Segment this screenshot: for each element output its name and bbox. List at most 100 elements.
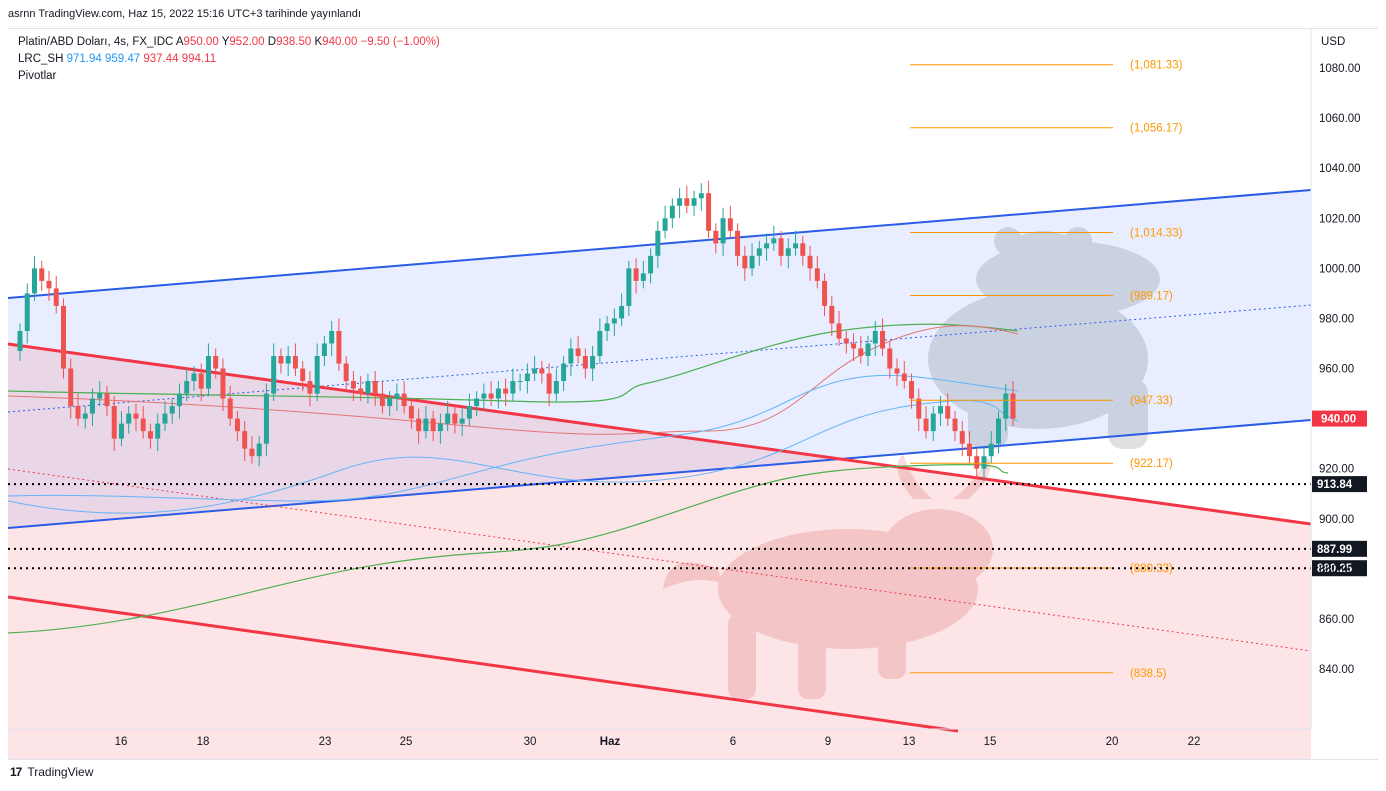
candle[interactable] [227, 386, 233, 427]
candle[interactable] [336, 318, 342, 372]
candle[interactable] [162, 401, 168, 432]
candle[interactable] [539, 361, 545, 384]
candle[interactable] [278, 348, 284, 374]
legend-pivot-name[interactable]: Pivotlar [18, 70, 57, 82]
candle[interactable] [568, 338, 574, 377]
candle[interactable] [626, 260, 632, 316]
candle[interactable] [800, 235, 806, 266]
candle[interactable] [749, 243, 755, 276]
candle[interactable] [793, 230, 799, 256]
candle[interactable] [452, 406, 458, 434]
candle[interactable] [307, 371, 313, 407]
candle[interactable] [104, 386, 110, 417]
tradingview-logo-icon[interactable]: 17 [10, 765, 22, 779]
candle[interactable] [126, 406, 132, 434]
candle[interactable] [401, 381, 407, 414]
candle[interactable] [394, 383, 400, 412]
footer-brand[interactable]: TradingView [27, 765, 94, 779]
candle[interactable] [880, 318, 886, 356]
candle[interactable] [31, 255, 37, 301]
candle[interactable] [68, 358, 74, 419]
candle[interactable] [437, 413, 443, 444]
price-chart[interactable]: (1,106.5)(1,081.33)(1,056.17)(1,014.33)(… [8, 29, 1378, 759]
candle[interactable] [858, 335, 864, 364]
candle[interactable] [756, 240, 762, 266]
candle[interactable] [604, 315, 610, 341]
candle[interactable] [220, 358, 226, 412]
candle[interactable] [945, 393, 951, 427]
candle[interactable] [655, 220, 661, 269]
candle[interactable] [358, 376, 364, 402]
candle[interactable] [952, 411, 958, 442]
candle[interactable] [923, 406, 929, 439]
blue-channel-lower[interactable] [8, 419, 1312, 529]
legend-symbol[interactable]: Platin/ABD Doları, 4s, FX_IDC [18, 36, 174, 48]
legend-lrc-name[interactable]: LRC_SH [18, 53, 64, 65]
candle[interactable] [742, 245, 748, 281]
candle[interactable] [234, 411, 240, 442]
candle[interactable] [677, 188, 683, 219]
candle[interactable] [271, 343, 277, 402]
legend-lrc-row[interactable]: LRC_SH 971.94 959.47 937.44 994.11 [18, 51, 440, 68]
candle[interactable] [619, 293, 625, 326]
candle[interactable] [582, 348, 588, 379]
candle[interactable] [343, 356, 349, 392]
candle[interactable] [524, 363, 530, 394]
candle[interactable] [503, 378, 509, 407]
candle[interactable] [430, 411, 436, 442]
candle[interactable] [387, 391, 393, 417]
candle[interactable] [140, 406, 146, 439]
candle[interactable] [843, 330, 849, 354]
candle[interactable] [706, 180, 712, 239]
candle[interactable] [176, 383, 182, 419]
candle[interactable] [575, 335, 581, 364]
candle[interactable] [184, 368, 190, 402]
candle[interactable] [851, 333, 857, 362]
candle[interactable] [39, 260, 45, 291]
candle[interactable] [967, 431, 973, 464]
candle[interactable] [684, 185, 690, 214]
candle[interactable] [321, 335, 327, 367]
candle[interactable] [155, 413, 161, 452]
chart-legend[interactable]: Platin/ABD Doları, 4s, FX_IDC A950.00 Y9… [18, 34, 440, 85]
candle[interactable] [735, 223, 741, 266]
candle[interactable] [909, 373, 915, 409]
candle[interactable] [24, 283, 30, 344]
candle[interactable] [561, 356, 567, 392]
candle[interactable] [423, 406, 429, 439]
candle[interactable] [778, 230, 784, 266]
red-channel-lower[interactable] [8, 595, 959, 733]
candle[interactable] [213, 348, 219, 379]
candle[interactable] [256, 436, 262, 467]
candle[interactable] [198, 363, 204, 402]
candle[interactable] [872, 320, 878, 356]
candle[interactable] [727, 205, 733, 239]
candle[interactable] [445, 401, 451, 432]
candle[interactable] [517, 373, 523, 392]
candle[interactable] [82, 406, 88, 429]
candle[interactable] [314, 343, 320, 402]
candle[interactable] [553, 368, 559, 402]
candle[interactable] [996, 411, 1002, 454]
candle[interactable] [285, 345, 291, 377]
candle[interactable] [590, 345, 596, 382]
candle[interactable] [1003, 383, 1009, 432]
candle[interactable] [242, 421, 248, 462]
candle[interactable] [662, 205, 668, 239]
candle[interactable] [249, 436, 255, 464]
candle[interactable] [814, 255, 820, 289]
candle[interactable] [133, 403, 139, 432]
candle[interactable] [205, 343, 211, 397]
candle[interactable] [546, 363, 552, 407]
candle[interactable] [75, 393, 81, 427]
candle[interactable] [329, 320, 335, 356]
candle[interactable] [988, 431, 994, 464]
candle[interactable] [89, 388, 95, 427]
candle[interactable] [894, 358, 900, 387]
candle[interactable] [60, 298, 66, 379]
candle[interactable] [807, 245, 813, 281]
candle[interactable] [597, 318, 603, 364]
candle[interactable] [379, 381, 385, 414]
candle[interactable] [169, 398, 175, 424]
candle[interactable] [532, 356, 538, 382]
